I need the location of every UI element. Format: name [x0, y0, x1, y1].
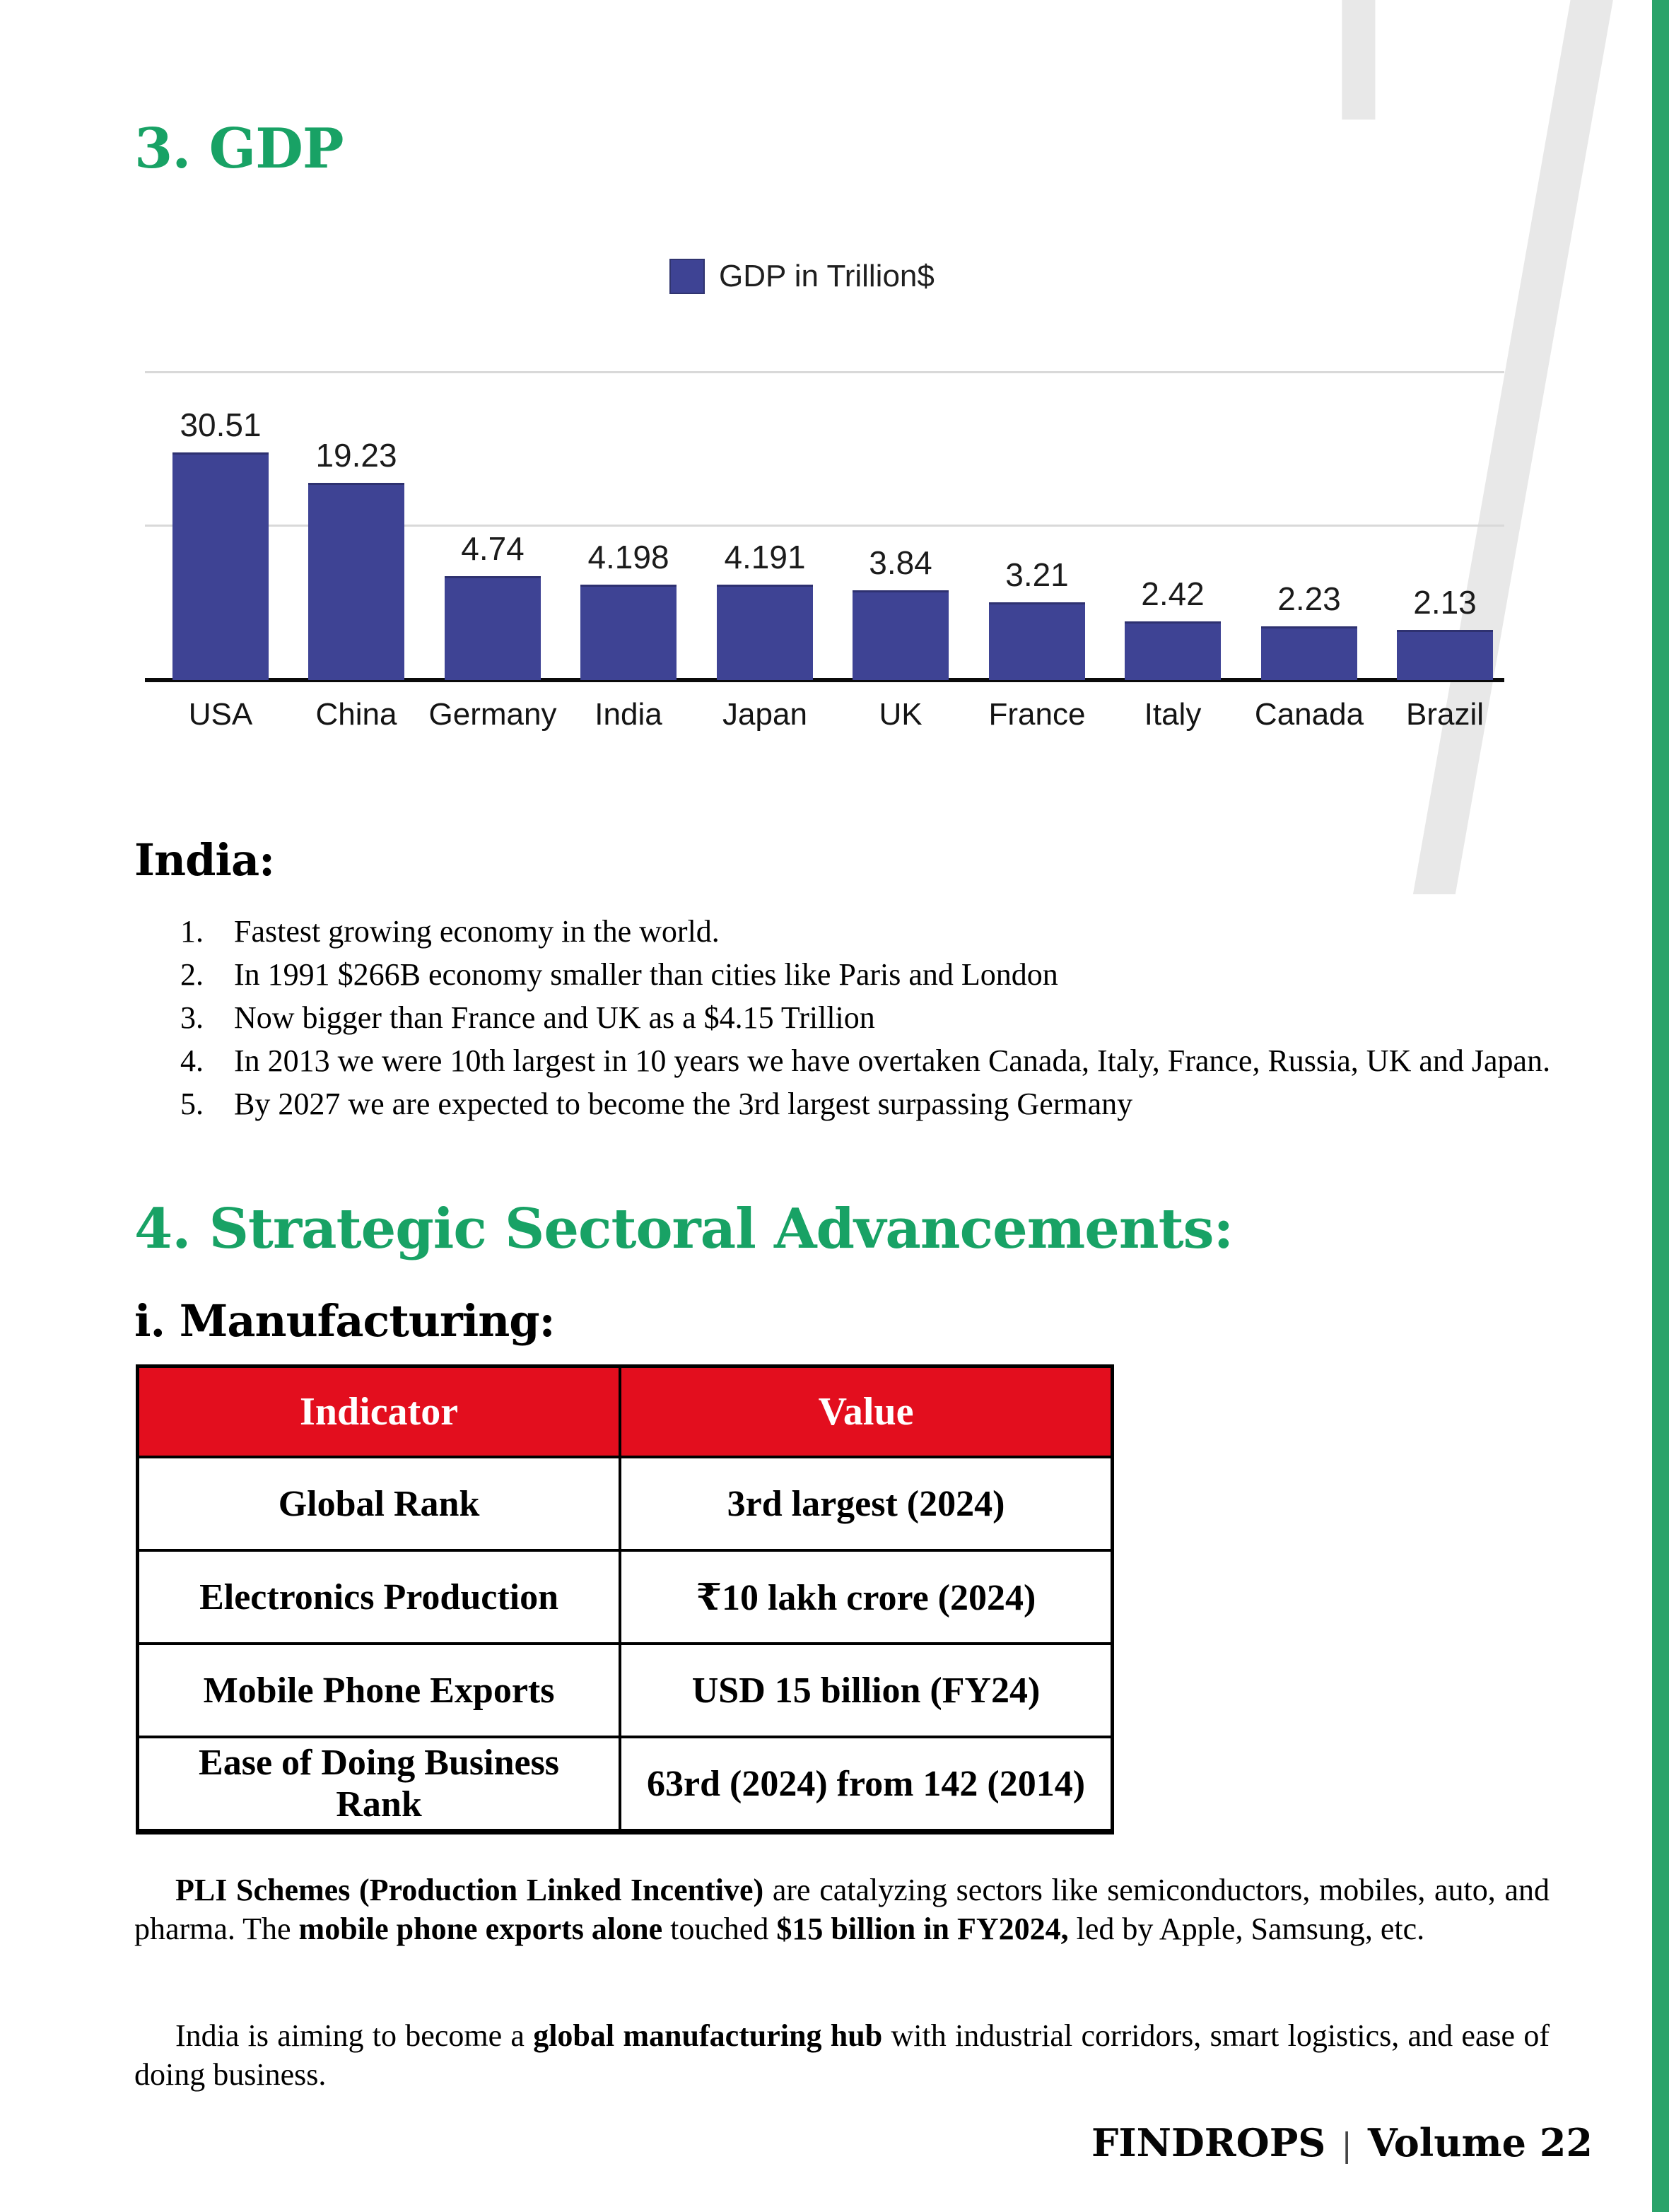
bar-value-label: 2.42 [1141, 575, 1205, 612]
bar-japan [717, 585, 813, 680]
paragraph-bold-text: global manufacturing hub [533, 2018, 883, 2053]
footer-brand: FINDROPS [1091, 2120, 1326, 2165]
bar-category-label: France [988, 697, 1086, 732]
bar-uk [853, 590, 949, 680]
bar-value-label: 2.13 [1413, 584, 1477, 621]
bar-value-label: 30.51 [180, 406, 262, 443]
bar-category-label: India [595, 697, 662, 732]
india-fact-item: 3. Now bigger than France and UK as a $4.… [180, 998, 1552, 1037]
bar-category-label: Italy [1144, 697, 1202, 732]
table-cell: Global Rank [136, 1456, 622, 1552]
manufacturing-table: Indicator Value Global Rank 3rd largest (… [136, 1364, 1114, 1834]
list-item-number: 3. [180, 1000, 204, 1035]
india-fact-item: 2. In 1991 $266B economy smaller than cit… [180, 955, 1552, 994]
table-cell: 3rd largest (2024) [619, 1456, 1114, 1552]
manufacturing-table-header: Indicator Value [136, 1364, 1114, 1458]
list-item-text: Fastest growing economy in the world. [234, 914, 720, 949]
x-axis-line [145, 678, 1504, 682]
bar-value-label: 3.21 [1005, 556, 1069, 593]
bar-category-label: China [315, 697, 397, 732]
paragraph-bold-text: $15 billion in FY2024, [776, 1912, 1069, 1946]
section-4-heading: 4. Strategic Sectoral Advancements: [134, 1197, 1234, 1261]
india-fact-item: 1. Fastest growing economy in the world. [180, 912, 1552, 951]
legend-swatch-icon [669, 259, 705, 294]
paragraph-text: India is aiming to become a [175, 2018, 534, 2053]
paragraph-text: with industrial corridors, smart logisti… [134, 2018, 1550, 2092]
bar-category-label: Brazil [1405, 697, 1484, 732]
list-item-number: 1. [180, 914, 204, 949]
footer-separator: | [1341, 2126, 1352, 2164]
bar-value-label: 4.198 [587, 539, 669, 575]
manufacturing-hub-paragraph: India is aiming to become a global manuf… [134, 2016, 1550, 2094]
table-cell: ₹10 lakh crore (2024) [619, 1549, 1114, 1645]
india-heading: India: [134, 834, 275, 886]
india-fact-item: 4. In 2013 we were 10th largest in 10 yea… [180, 1041, 1552, 1080]
india-facts-list: 1. Fastest growing economy in the world. 2… [180, 912, 1552, 1128]
pli-schemes-paragraph: PLI Schemes (Production Linked Incentive… [134, 1871, 1550, 1948]
gdp-bar-chart: 30.51 19.23 4.74 4.198 4.191 3.84 3.21 2.42 2.23… [145, 353, 1504, 682]
page-footer: FINDROPS | Volume 22 [1091, 2124, 1593, 2162]
table-cell: Electronics Production [136, 1549, 622, 1645]
bar-category-label: Japan [722, 697, 807, 732]
bar-france [989, 602, 1085, 680]
bar-india [580, 585, 677, 680]
list-item-text: By 2027 we are expected to become the 3r… [234, 1087, 1133, 1121]
table-cell: 63rd (2024) from 142 (2014) [619, 1736, 1114, 1833]
bar-canada [1261, 626, 1357, 680]
india-fact-item: 5. By 2027 we are expected to become the … [180, 1084, 1552, 1123]
right-edge-green-bar [1652, 0, 1669, 2212]
list-item-number: 4. [180, 1043, 204, 1078]
gridline-10 [145, 525, 1504, 527]
list-item-text: Now bigger than France and UK as a $4.15… [234, 1000, 875, 1035]
bar-value-label: 4.191 [724, 539, 806, 575]
table-row: Global Rank 3rd largest (2024) [136, 1456, 1114, 1552]
table-cell: Ease of Doing Business Rank [136, 1736, 622, 1833]
list-item-text: In 1991 $266B economy smaller than citie… [234, 957, 1058, 992]
list-item-number: 2. [180, 957, 204, 992]
paragraph-bold-text: PLI Schemes (Production Linked Incentive… [175, 1873, 764, 1907]
bar-category-label: Germany [428, 697, 557, 732]
paragraph-bold-text: mobile phone exports alone [298, 1912, 663, 1946]
bar-value-label: 3.84 [869, 544, 932, 581]
legend-label: GDP in Trillion$ [719, 259, 935, 293]
paragraph-text: touched [662, 1912, 777, 1946]
list-item-text: In 2013 we were 10th largest in 10 years… [234, 1043, 1551, 1078]
paragraph-text: are catalyzing sectors like semiconducto… [134, 1873, 1550, 1946]
list-item-number: 5. [180, 1087, 204, 1121]
paragraph-text: led by Apple, Samsung, etc. [1068, 1912, 1425, 1946]
bar-germany [445, 576, 541, 680]
bar-category-label: Canada [1254, 697, 1364, 732]
table-cell: USD 15 billion (FY24) [619, 1642, 1114, 1738]
chart-legend: GDP in Trillion$ [669, 259, 935, 294]
bar-value-label: 2.23 [1277, 580, 1341, 617]
bar-usa [172, 452, 269, 680]
table-cell: Mobile Phone Exports [136, 1642, 622, 1738]
bar-china [308, 483, 404, 680]
footer-volume: Volume 22 [1367, 2120, 1593, 2165]
manufacturing-heading: i. Manufacturing: [134, 1295, 556, 1347]
bar-italy [1125, 621, 1221, 680]
table-header-value: Value [619, 1364, 1114, 1458]
bar-value-label: 4.74 [461, 530, 525, 567]
section-3-heading: 3. GDP [134, 117, 344, 181]
bar-value-label: 19.23 [315, 437, 397, 474]
table-header-indicator: Indicator [136, 1364, 622, 1458]
table-row: Ease of Doing Business Rank 63rd (2024) f… [136, 1736, 1114, 1833]
bar-category-label: UK [879, 697, 923, 732]
bar-brazil [1397, 630, 1493, 680]
gridline-100 [145, 371, 1504, 373]
table-row: Mobile Phone Exports USD 15 billion (FY24… [136, 1642, 1114, 1738]
table-row: Electronics Production ₹10 lakh crore (20… [136, 1549, 1114, 1645]
bar-category-label: USA [188, 697, 253, 732]
